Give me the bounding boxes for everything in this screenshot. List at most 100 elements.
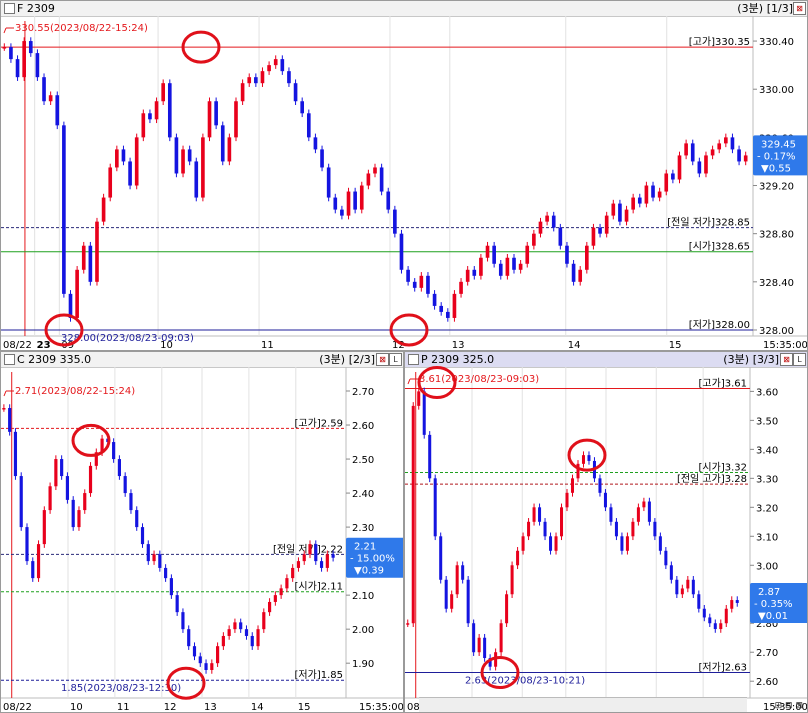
y-tick-label: 2.50: [352, 455, 374, 466]
candle-body: [42, 77, 46, 102]
candle-body: [227, 137, 232, 162]
candle-body: [214, 101, 218, 126]
chart-pane-f[interactable]: F 2309 (3분) [1/3] ⊠ 330.40330.00329.6032…: [0, 0, 808, 351]
candle-body: [578, 269, 583, 282]
level-label-prev: [전일 고가]3.28: [677, 473, 747, 485]
checkbox-icon[interactable]: [408, 354, 419, 365]
candle-body: [439, 536, 443, 580]
y-tick-label: 2.60: [352, 421, 374, 432]
annotation-high: 2.71(2023/08/22-15:24): [15, 386, 135, 397]
candle-body: [55, 95, 60, 126]
candle-body: [167, 83, 172, 138]
candle-body: [604, 215, 609, 234]
candle-body: [393, 209, 397, 234]
candle-body: [81, 245, 86, 270]
candle-body: [565, 245, 569, 264]
candle-body: [234, 101, 238, 138]
candle-body: [625, 536, 629, 551]
candle-body: [671, 173, 675, 180]
level-label-high: [고가]2.59: [295, 417, 343, 429]
candle-body: [129, 493, 133, 511]
price-badge: [750, 582, 807, 623]
candle-body: [267, 65, 271, 72]
candle-body: [558, 227, 563, 246]
candle-body: [642, 501, 646, 508]
candle-body: [461, 565, 465, 580]
x-tick-label: 23: [37, 340, 51, 351]
candle-body: [135, 510, 139, 528]
candle-body: [31, 561, 35, 579]
pane-title: P 2309 325.0: [421, 353, 495, 366]
candle-body: [433, 478, 437, 537]
x-tick-label: 12: [392, 340, 405, 351]
candle-body: [664, 550, 668, 566]
y-tick-label: 3.60: [756, 387, 778, 398]
candle-body: [710, 149, 715, 156]
candle-body: [54, 459, 58, 487]
close-icon[interactable]: ⊠: [780, 353, 793, 366]
candle-body: [141, 113, 146, 138]
highlight-circle-low-start: [44, 313, 84, 347]
candle-body: [331, 554, 335, 558]
candle-body: [373, 167, 377, 174]
candle-body: [75, 269, 79, 318]
chart-pane-p[interactable]: P 2309 325.0 (3분) [3/3] ⊠ L 3.60 3.50 3.40…: [404, 351, 808, 713]
chart-pane-c[interactable]: C 2309 335.0 (3분) [2/3] ⊠ L 2.70 2.60 2.50…: [0, 351, 404, 713]
checkbox-icon[interactable]: [4, 354, 15, 365]
annotation-low: 2.63(2023/08/23-10:21): [465, 676, 585, 687]
candle-body: [488, 658, 492, 667]
candle-body: [636, 507, 640, 522]
candle-body: [227, 629, 231, 636]
candle-body: [581, 455, 585, 464]
lock-icon[interactable]: L: [793, 353, 806, 366]
candle-body: [146, 544, 150, 562]
close-icon[interactable]: ⊠: [376, 353, 389, 366]
y-tick-label: 3.00: [756, 561, 778, 572]
candle-body: [262, 612, 266, 630]
highlight-circle-high: [181, 30, 221, 64]
candle-body: [717, 143, 722, 150]
candle-body: [8, 408, 12, 432]
candle-body: [512, 257, 516, 270]
candle-body: [134, 137, 139, 186]
candle-body: [291, 567, 295, 579]
candle-body: [77, 510, 81, 528]
candle-body: [677, 155, 682, 180]
candle-body: [603, 492, 607, 508]
candle-body: [492, 245, 496, 264]
candle-body: [585, 245, 589, 270]
candle-body: [472, 269, 477, 276]
candle-body: [516, 550, 520, 566]
candle-body: [314, 544, 318, 562]
y-tick-label: 3.40: [756, 445, 778, 456]
horizontal-scrollbar[interactable]: [419, 697, 747, 712]
y-tick-label: 2.40: [352, 489, 374, 500]
y-tick-label: 3.10: [756, 532, 778, 543]
candle-body: [499, 623, 503, 653]
candle-body: [94, 452, 98, 466]
candle-body: [256, 629, 260, 647]
candle-body: [68, 293, 73, 318]
candle-body: [28, 41, 33, 54]
candle-body: [95, 221, 99, 282]
close-icon[interactable]: ⊠: [793, 2, 806, 15]
candle-body: [538, 507, 542, 522]
candle-body: [175, 595, 179, 613]
candle-body: [340, 209, 344, 216]
level-label-open: [시가]328.65: [689, 241, 750, 253]
candle-body: [148, 113, 152, 120]
candle-body: [466, 579, 470, 624]
checkbox-icon[interactable]: [4, 3, 15, 14]
zoom-controls[interactable]: ⊞ ⊟ ⊠: [774, 701, 803, 711]
candle-body: [428, 434, 432, 479]
candle-body: [88, 465, 93, 494]
candle-body: [527, 521, 531, 537]
candle-body: [653, 521, 657, 537]
candle-body: [637, 197, 642, 204]
candle-body: [658, 536, 662, 551]
lock-icon[interactable]: L: [389, 353, 402, 366]
candle-body: [240, 83, 245, 102]
candle-body: [571, 263, 576, 282]
candle-body: [631, 521, 635, 537]
candle-body: [296, 561, 301, 568]
